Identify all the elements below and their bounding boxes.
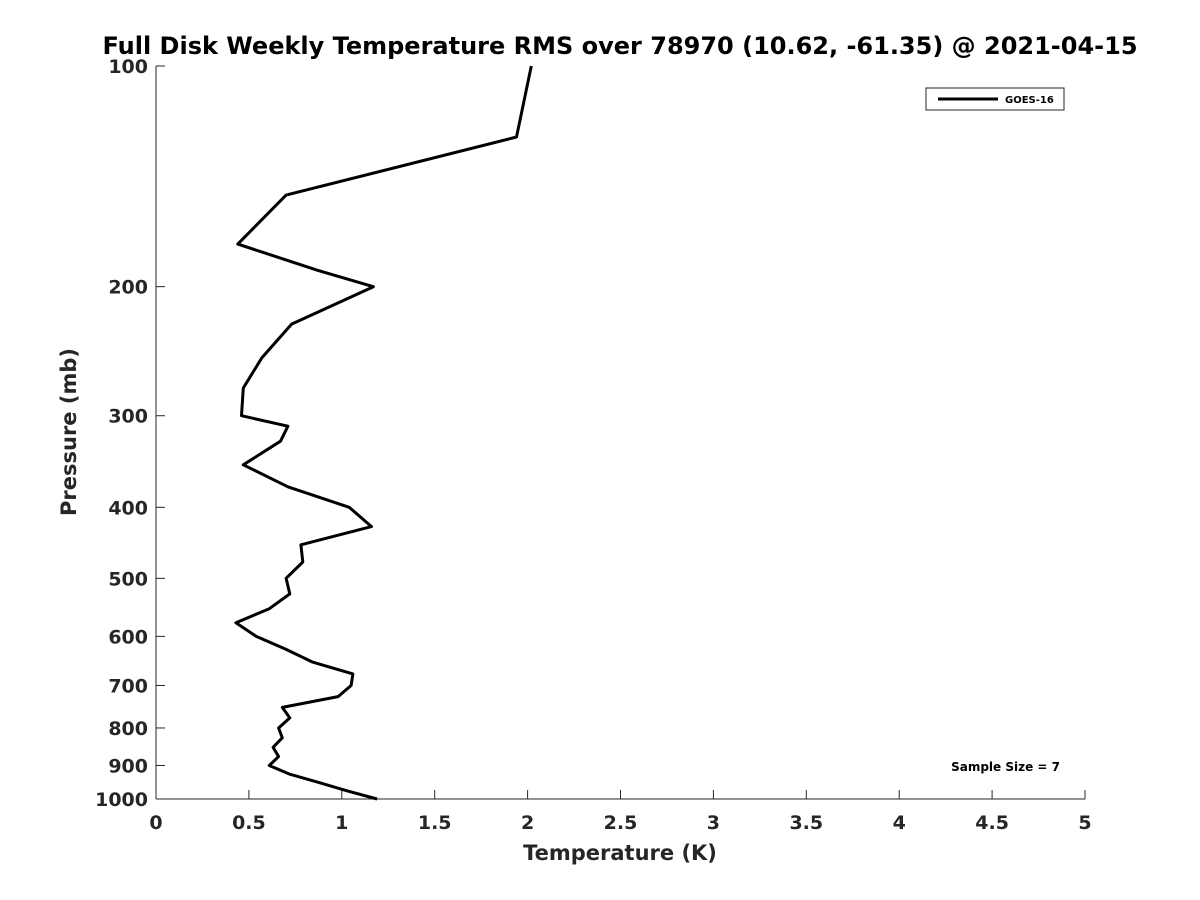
x-tick-label: 3 [707,812,720,834]
y-tick-label: 500 [108,568,148,590]
x-tick-label: 3.5 [789,812,823,834]
y-tick-label: 600 [108,626,148,648]
x-tick-label: 1.5 [418,812,452,834]
y-tick-label: 300 [108,406,148,428]
y-tick-label: 700 [108,675,148,697]
y-tick-label: 400 [108,497,148,519]
chart-title: Full Disk Weekly Temperature RMS over 78… [102,32,1137,60]
y-tick-label: 800 [108,718,148,740]
plot-area [155,66,1085,800]
x-tick-label: 4 [893,812,906,834]
x-tick-label: 0.5 [232,812,266,834]
x-tick-label: 1 [335,812,348,834]
y-axis-label: Pressure (mb) [57,348,81,516]
series-line-goes-16 [234,65,533,801]
x-tick-label: 4.5 [975,812,1009,834]
y-tick-label: 1000 [95,789,148,811]
x-axis: 0 0.5 1 1.5 2 2.5 3 3.5 4 4.5 5 [149,790,1092,834]
legend: GOES-16 [925,87,1065,111]
y-tick-label: 900 [108,755,148,777]
legend-label-goes-16: GOES-16 [1005,95,1054,106]
y-tick-label: 100 [108,56,148,78]
sample-size-annotation: Sample Size = 7 [951,760,1060,774]
x-tick-label: 2.5 [604,812,638,834]
y-axis: 100 200 300 400 500 600 700 800 900 1000 [95,56,165,811]
x-tick-label: 0 [149,812,162,834]
x-axis-label: Temperature (K) [523,841,717,865]
x-tick-label: 2 [521,812,534,834]
x-tick-label: 5 [1078,812,1091,834]
y-tick-label: 200 [108,277,148,299]
series-layer [234,65,533,801]
